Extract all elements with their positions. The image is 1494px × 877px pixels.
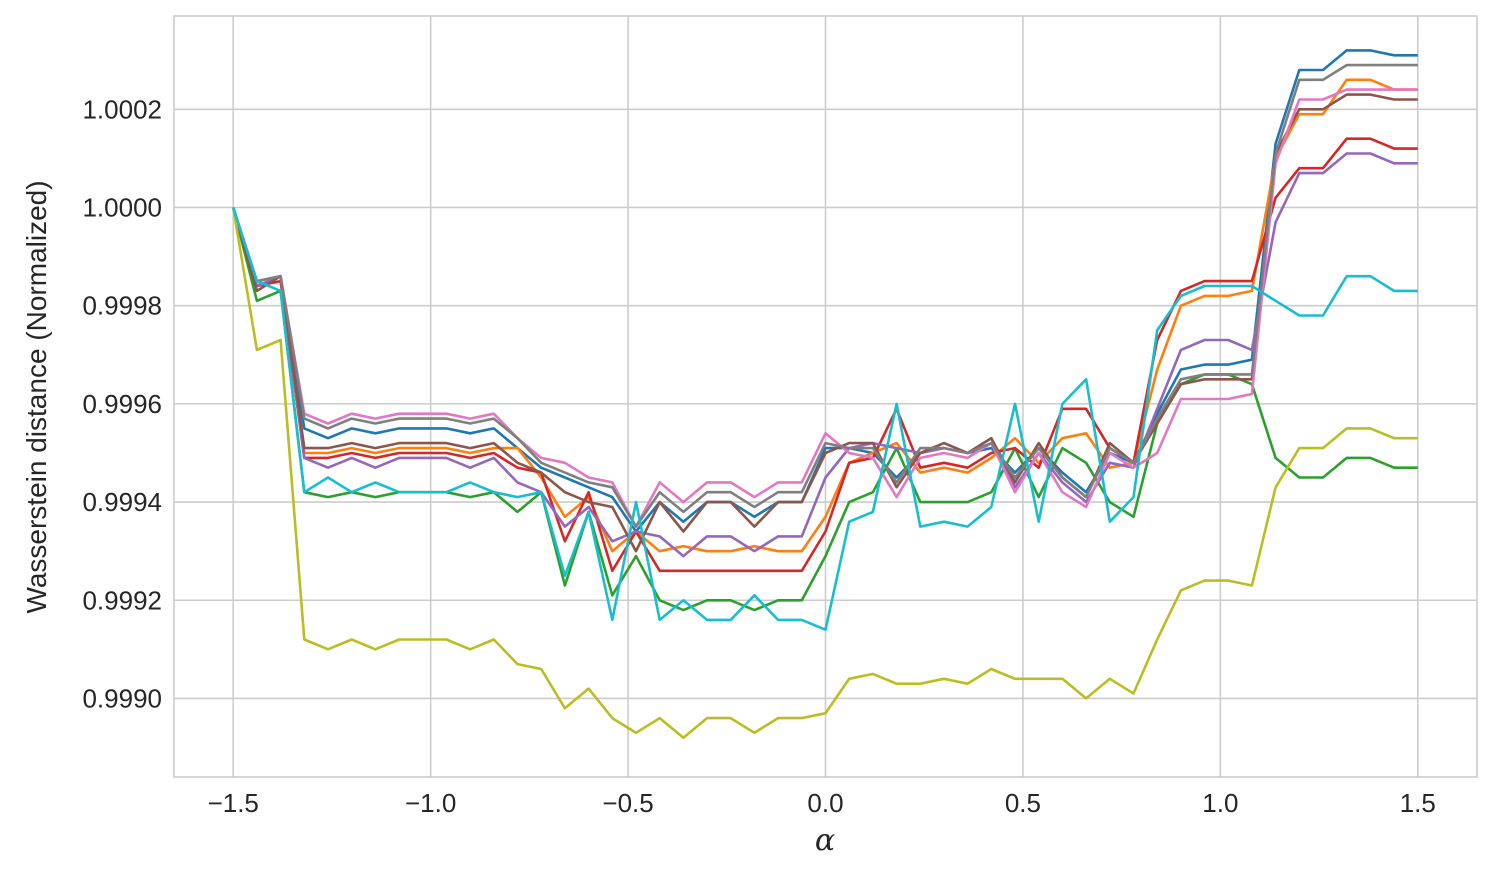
plot-frame [173,15,1478,778]
series-line-8 [231,63,1418,528]
series-line-1 [231,49,1418,533]
y-tick-label: 1.0002 [82,94,162,124]
x-tick-label: −1.0 [405,788,456,818]
y-tick-label: 0.9994 [82,487,162,517]
y-axis-title: Wasserstein distance (Normalized) [21,180,52,613]
x-tick-label: 0.5 [1005,788,1041,818]
x-tick-label: −0.5 [602,788,653,818]
y-tick-label: 0.9992 [82,585,162,615]
x-tick-label: −1.5 [208,788,259,818]
x-axis-title: α [815,823,835,858]
y-tick-label: 0.9996 [82,389,162,419]
x-tick-label: 0.0 [807,788,843,818]
series-group [231,49,1418,740]
series-line-4 [231,137,1418,573]
y-tick-label: 0.9990 [82,683,162,713]
x-tick-labels: −1.5 −1.0 −0.5 0.0 0.5 1.0 1.5 [208,788,1436,818]
series-line-6 [231,93,1418,553]
series-line-7 [231,88,1418,528]
series-line-10 [231,207,1418,632]
grid [174,16,1477,777]
y-tick-label: 0.9998 [82,291,162,321]
y-tick-labels: 0.9990 0.9992 0.9994 0.9996 0.9998 1.0000 1.00… [82,94,162,713]
series-line-2 [231,78,1418,553]
x-tick-label: 1.5 [1400,788,1436,818]
y-tick-label: 1.0000 [82,192,162,222]
x-tick-label: 1.0 [1202,788,1238,818]
series-line-9 [231,207,1418,740]
series-line-5 [231,152,1418,558]
